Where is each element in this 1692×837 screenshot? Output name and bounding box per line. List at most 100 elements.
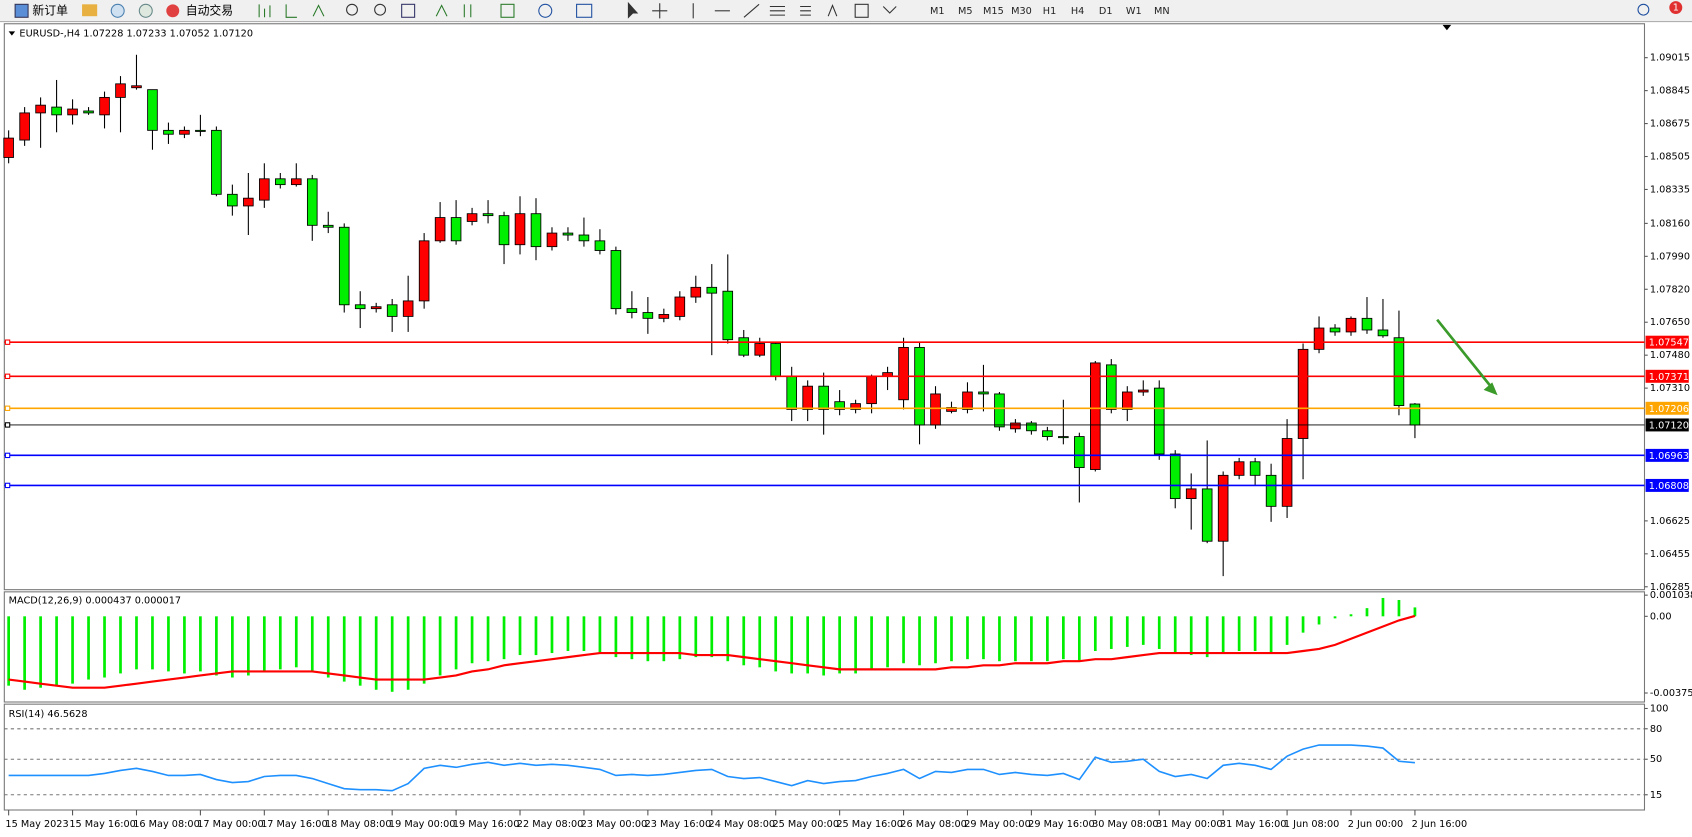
search-icon[interactable]: [1637, 3, 1650, 16]
icon[interactable]: [312, 4, 325, 17]
icon[interactable]: [82, 4, 98, 17]
icon[interactable]: [576, 3, 593, 18]
timeframe-button[interactable]: D1: [1099, 6, 1113, 17]
candle-body: [978, 391, 989, 395]
candle-body: [962, 391, 973, 410]
candle-body: [450, 217, 462, 242]
level-label-box: [1645, 401, 1689, 415]
timeframe-button[interactable]: M5: [958, 6, 973, 17]
icon[interactable]: [346, 3, 358, 16]
macd-bar: [1189, 616, 1193, 656]
icon[interactable]: [800, 5, 811, 16]
auto-trade-button[interactable]: 自动交易: [166, 3, 233, 17]
macd-bar: [103, 616, 106, 678]
macd-bar: [262, 616, 266, 672]
icon[interactable]: [538, 3, 553, 18]
level-label-box: [1645, 448, 1689, 462]
rsi-panel: [3, 703, 1646, 811]
candle-body: [163, 129, 174, 135]
candle-body: [930, 393, 941, 426]
level-handle[interactable]: [4, 405, 11, 411]
candle-body: [3, 137, 14, 158]
candle-body: [690, 286, 702, 298]
timeframe-button[interactable]: M15: [983, 6, 1004, 17]
badge: [1669, 1, 1683, 15]
level-handle[interactable]: [4, 452, 11, 459]
symbol-menu-icon[interactable]: [8, 31, 16, 36]
candle-body: [1233, 461, 1245, 476]
macd-bar: [694, 616, 698, 658]
level-handle[interactable]: [4, 339, 11, 345]
auto-trade-label[interactable]: 自动交易: [186, 3, 233, 17]
x-tick-label: 19 May 00:00: [389, 819, 456, 830]
icon[interactable]: [827, 3, 838, 17]
candle-body: [51, 106, 62, 116]
y-tick-label: 80: [1650, 724, 1662, 735]
level-handle[interactable]: [4, 482, 11, 489]
candle-body: [1265, 474, 1277, 507]
x-tick-label: 15 May 16:00: [69, 819, 136, 830]
candle-body: [195, 129, 206, 132]
level-label: 1.07120: [1649, 420, 1689, 431]
macd-bar: [310, 616, 314, 672]
signal-line: [8, 614, 1416, 689]
icon[interactable]: [374, 3, 387, 16]
candle-body: [338, 226, 350, 306]
icon[interactable]: [435, 4, 448, 17]
macd-bar: [774, 616, 778, 672]
macd-bar: [646, 616, 650, 662]
candle-body: [594, 240, 606, 251]
macd-bar: [1125, 616, 1129, 647]
new-order-button[interactable]: 新订单: [14, 3, 68, 18]
timeframe-button[interactable]: W1: [1126, 6, 1142, 17]
icon[interactable]: [258, 4, 271, 18]
timeframe-button[interactable]: H1: [1043, 6, 1056, 17]
candle-body: [322, 224, 334, 228]
y-tick-label: 1.06455: [1650, 549, 1690, 560]
macd-bar: [1285, 616, 1289, 645]
new-order-label[interactable]: 新订单: [32, 3, 68, 17]
macd-bar: [1173, 616, 1177, 654]
x-tick-label: 2 Jun 00:00: [1348, 819, 1403, 830]
icon[interactable]: [854, 3, 869, 18]
candle-body: [914, 346, 925, 426]
level-handle[interactable]: [4, 373, 11, 379]
icon[interactable]: [500, 3, 515, 18]
icon[interactable]: [882, 6, 897, 14]
macd-bar: [1301, 616, 1305, 633]
icon: [14, 3, 29, 18]
candle-body: [1297, 348, 1309, 439]
timeframe-button[interactable]: M30: [1011, 6, 1032, 17]
y-tick-label: 1.08160: [1650, 218, 1690, 229]
candle-body: [706, 286, 718, 294]
plot-layer: 1.09015 1.08845 1.08675 1.08505 1.08335 1.081…: [3, 53, 1692, 830]
icon[interactable]: [110, 3, 125, 18]
notification[interactable]: 1: [1669, 1, 1683, 15]
icon[interactable]: [769, 5, 785, 16]
icon[interactable]: [652, 3, 668, 19]
icon[interactable]: [463, 4, 472, 18]
x-tick-label: 24 May 08:00: [709, 819, 776, 830]
icon[interactable]: [401, 3, 416, 18]
macd-bar: [550, 616, 554, 654]
candle-body: [386, 304, 398, 317]
candle-body: [1249, 461, 1261, 476]
icon[interactable]: [743, 3, 760, 18]
timeframe-button[interactable]: H4: [1071, 6, 1084, 17]
x-tick-label: 25 May 00:00: [772, 819, 839, 830]
macd-bar: [582, 616, 586, 651]
macd-bar: [886, 616, 889, 668]
icon[interactable]: [627, 1, 639, 19]
x-tick-label: 18 May 08:00: [325, 819, 392, 830]
level-handle[interactable]: [4, 422, 11, 428]
macd-bar: [422, 616, 426, 684]
icon[interactable]: [285, 4, 297, 18]
macd-bar: [1109, 616, 1113, 649]
candle-body: [482, 213, 494, 217]
macd-bar: [246, 616, 250, 676]
macd-bar: [199, 616, 202, 672]
timeframe-button[interactable]: MN: [1154, 6, 1170, 17]
timeframe-button[interactable]: M1: [930, 6, 945, 17]
icon[interactable]: [138, 3, 153, 18]
macd-bar: [1349, 614, 1353, 617]
